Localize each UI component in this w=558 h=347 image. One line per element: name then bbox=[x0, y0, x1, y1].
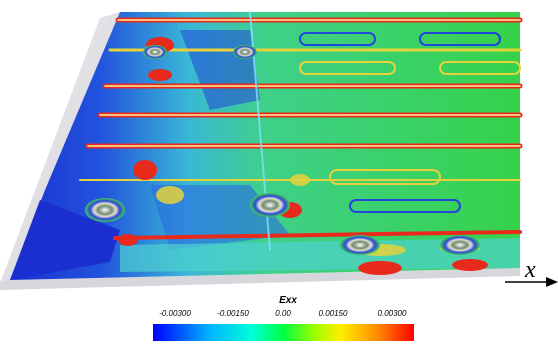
bolt-holes bbox=[85, 45, 480, 255]
slots bbox=[299, 32, 521, 213]
legend-tick-low: -0.00150 bbox=[217, 309, 249, 318]
legend-tick-zero: 0.00 bbox=[275, 309, 291, 318]
legend-title: Exx bbox=[279, 295, 297, 306]
legend-tick-max: 0.00300 bbox=[377, 309, 407, 318]
colorbar bbox=[153, 324, 414, 341]
legend-tick-high: 0.00150 bbox=[318, 309, 348, 318]
x-axis-label: x bbox=[525, 257, 536, 283]
legend-tick-min: -0.00300 bbox=[159, 309, 191, 318]
x-axis-arrow bbox=[505, 277, 558, 287]
